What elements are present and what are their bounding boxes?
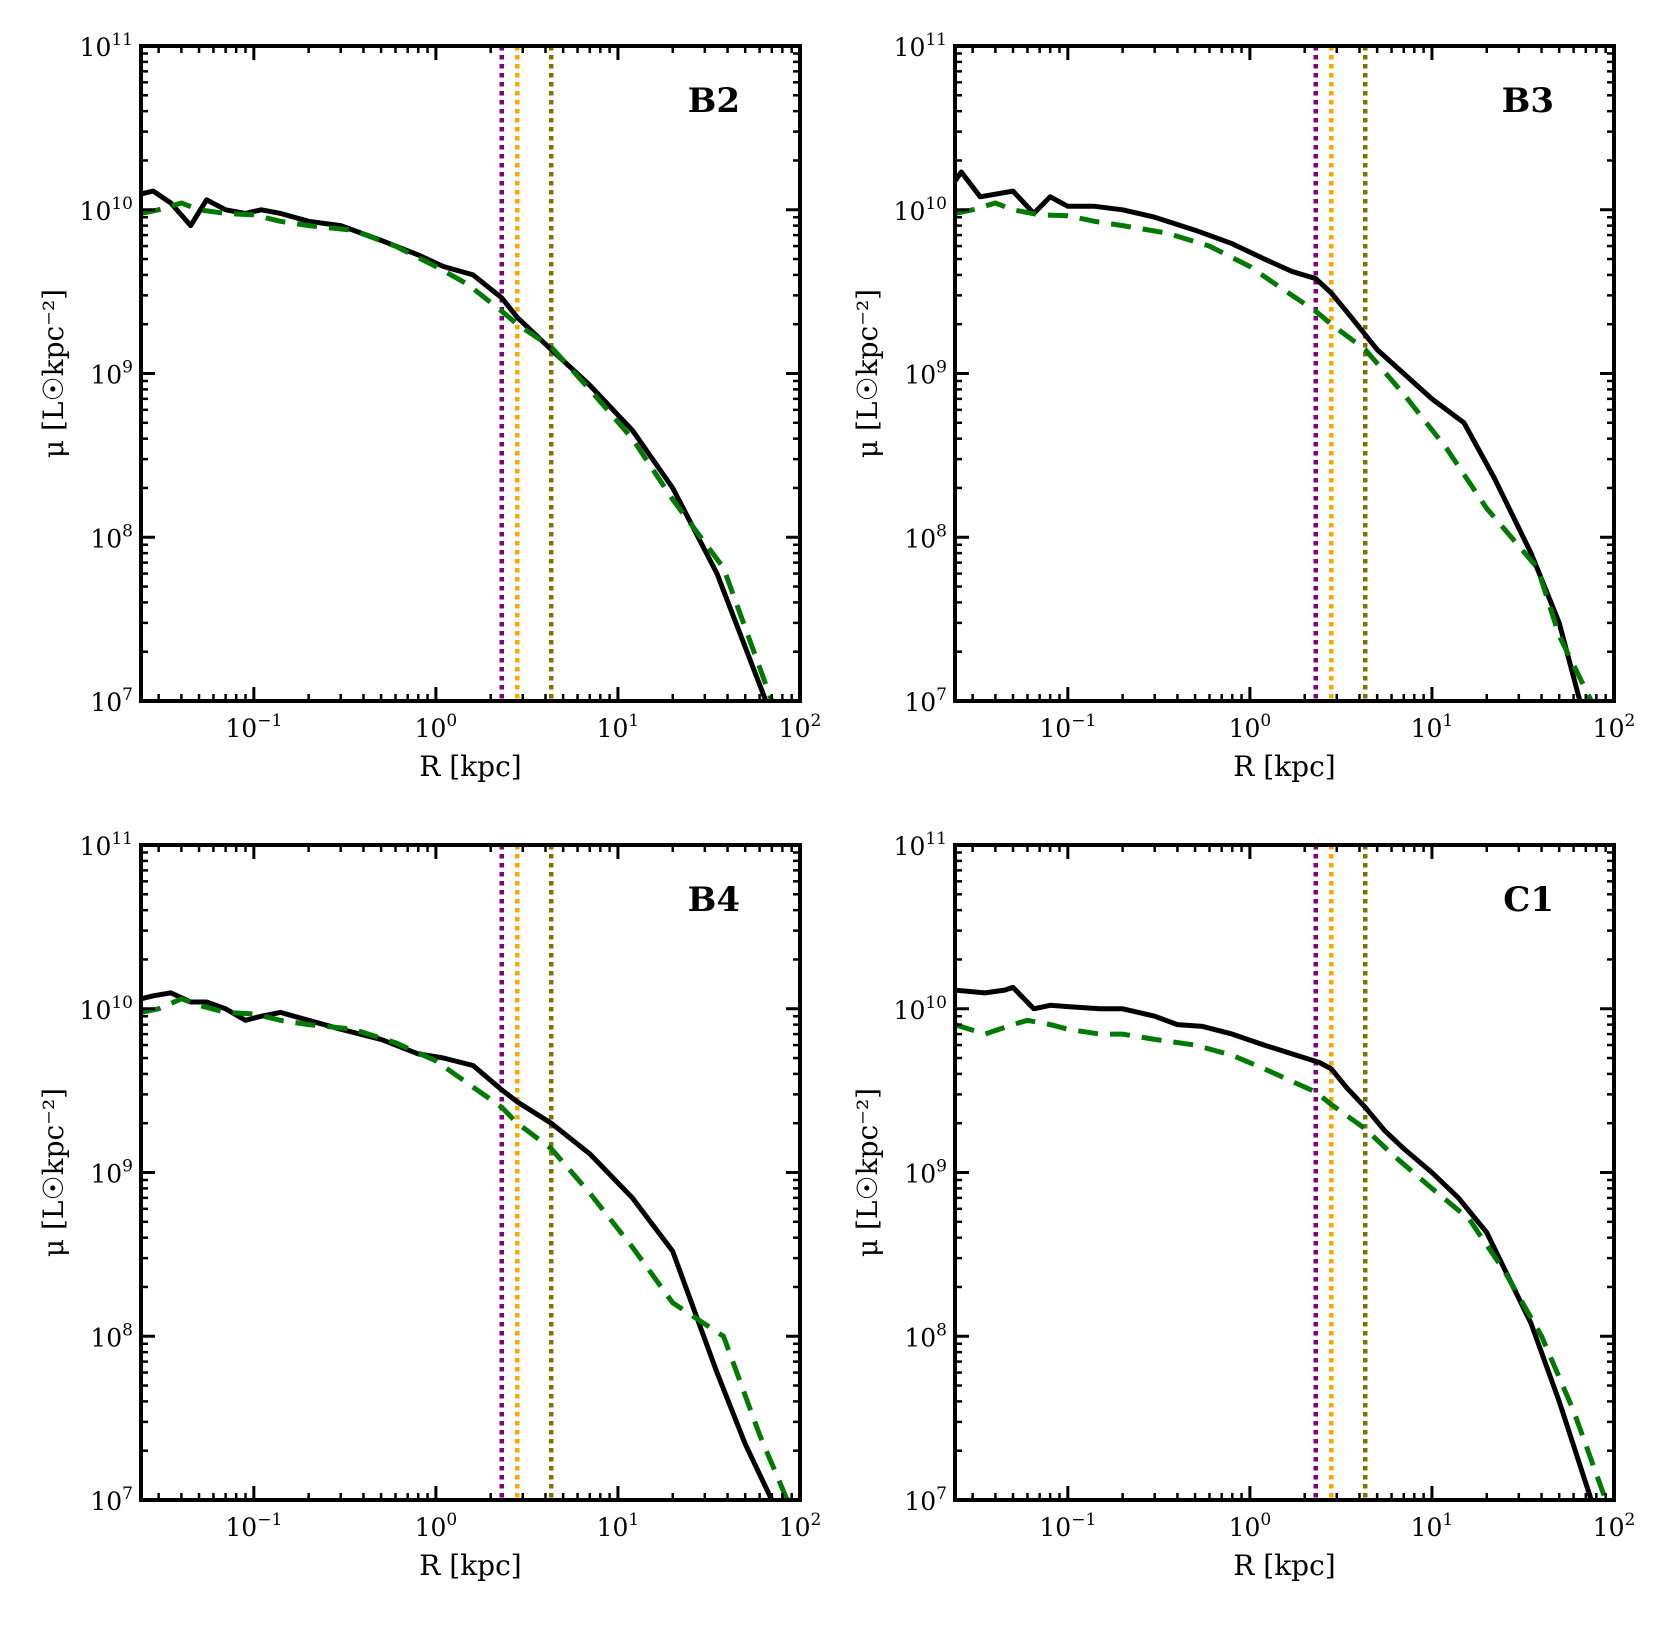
axes-frame bbox=[953, 843, 1616, 1502]
x-axis-label: R [kpc] bbox=[1233, 750, 1335, 783]
x-tick-label: 10−1 bbox=[1039, 711, 1096, 743]
y-tick-label: 1011 bbox=[894, 30, 947, 62]
y-tick-label: 1011 bbox=[894, 829, 947, 861]
y-tick-label: 109 bbox=[904, 1157, 947, 1189]
y-tick-label: 109 bbox=[904, 358, 947, 390]
series-dashed-line bbox=[955, 1017, 1609, 1500]
axis-ticks bbox=[141, 44, 802, 703]
y-tick-label: 1011 bbox=[80, 829, 133, 861]
series-solid-line bbox=[141, 990, 775, 1500]
x-axis-label: R [kpc] bbox=[419, 750, 521, 783]
x-tick-label: 101 bbox=[1411, 1510, 1454, 1542]
series-dashed-line bbox=[955, 200, 1594, 701]
panel-c1: 10−1 100 101 102 107 108 109 1010 1011 R [kpc] μ [… bbox=[851, 829, 1635, 1582]
panel-label: C1 bbox=[1503, 880, 1554, 920]
series-solid-line bbox=[955, 984, 1594, 1500]
series-dashed-line bbox=[141, 996, 790, 1500]
y-tick-label: 108 bbox=[90, 1320, 133, 1352]
x-tick-label: 10−1 bbox=[225, 711, 282, 743]
x-tick-label: 101 bbox=[1411, 711, 1454, 743]
series-dashed-line bbox=[141, 200, 775, 701]
x-tick-label: 102 bbox=[779, 711, 822, 743]
y-tick-label: 107 bbox=[904, 685, 947, 717]
y-tick-label: 108 bbox=[90, 521, 133, 553]
y-tick-label: 1010 bbox=[80, 194, 133, 226]
x-tick-label: 100 bbox=[415, 1510, 458, 1542]
axis-ticks bbox=[141, 843, 802, 1502]
x-tick-label: 100 bbox=[1229, 711, 1272, 743]
y-axis-label: μ [L☉kpc⁻²] bbox=[851, 289, 884, 458]
x-tick-label: 10−1 bbox=[1039, 1510, 1096, 1542]
y-tick-label: 1010 bbox=[894, 194, 947, 226]
y-tick-label: 108 bbox=[904, 521, 947, 553]
y-axis-label: μ [L☉kpc⁻²] bbox=[37, 289, 70, 458]
axes-frame bbox=[139, 44, 802, 703]
panel-b4: 10−1 100 101 102 107 108 109 1010 1011 R [kpc] μ [… bbox=[37, 829, 821, 1582]
axis-ticks bbox=[955, 44, 1616, 703]
x-axis-label: R [kpc] bbox=[419, 1549, 521, 1582]
x-tick-label: 100 bbox=[1229, 1510, 1272, 1542]
panel-b3: 10−1 100 101 102 107 108 109 1010 1011 R [kpc] μ [… bbox=[851, 30, 1635, 783]
series-solid-line bbox=[955, 169, 1583, 701]
y-tick-label: 109 bbox=[90, 1157, 133, 1189]
x-tick-label: 101 bbox=[597, 711, 640, 743]
y-axis-label: μ [L☉kpc⁻²] bbox=[37, 1088, 70, 1257]
x-tick-label: 102 bbox=[1593, 1510, 1636, 1542]
axis-ticks bbox=[955, 843, 1616, 1502]
y-tick-label: 107 bbox=[90, 1484, 133, 1516]
panel-label: B2 bbox=[688, 81, 740, 121]
x-tick-label: 102 bbox=[1593, 711, 1636, 743]
panel-label: B4 bbox=[688, 880, 740, 920]
axes-frame bbox=[953, 44, 1616, 703]
x-tick-label: 102 bbox=[779, 1510, 822, 1542]
y-tick-label: 1011 bbox=[80, 30, 133, 62]
y-tick-label: 108 bbox=[904, 1320, 947, 1352]
x-axis-label: R [kpc] bbox=[1233, 1549, 1335, 1582]
x-tick-label: 10−1 bbox=[225, 1510, 282, 1542]
x-tick-label: 101 bbox=[597, 1510, 640, 1542]
y-tick-label: 107 bbox=[904, 1484, 947, 1516]
y-tick-label: 109 bbox=[90, 358, 133, 390]
y-tick-label: 107 bbox=[90, 685, 133, 717]
y-tick-label: 1010 bbox=[894, 993, 947, 1025]
y-axis-label: μ [L☉kpc⁻²] bbox=[851, 1088, 884, 1257]
y-tick-label: 1010 bbox=[80, 993, 133, 1025]
panel-b2: 10−1 100 101 102 107 108 109 1010 1011 R [kpc] μ [… bbox=[37, 30, 821, 783]
series-solid-line bbox=[141, 188, 769, 701]
panel-label: B3 bbox=[1502, 81, 1554, 121]
x-tick-label: 100 bbox=[415, 711, 458, 743]
axes-frame bbox=[139, 843, 802, 1502]
